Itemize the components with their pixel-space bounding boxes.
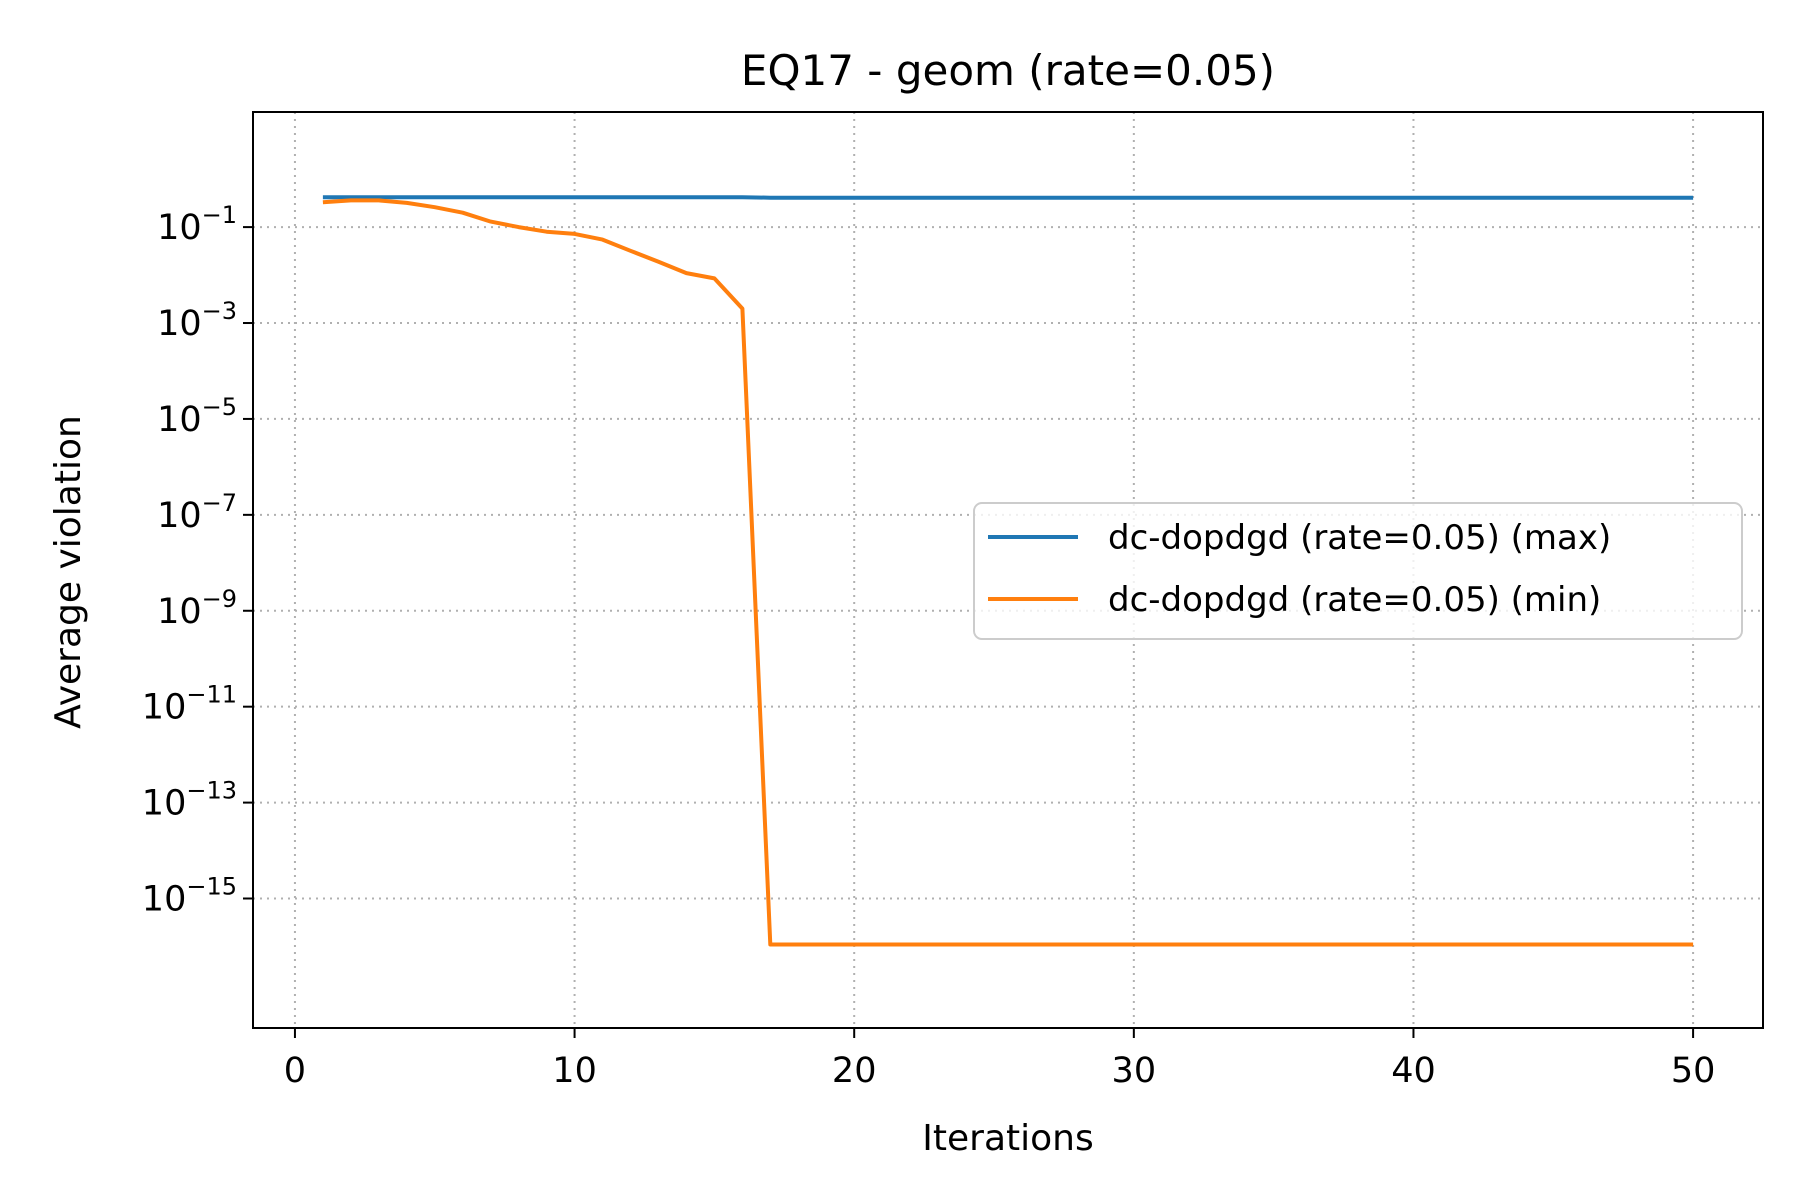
y-tick-label: 10−1 [157, 201, 237, 248]
legend-label-min: dc-dopdgd (rate=0.05) (min) [1108, 580, 1601, 620]
series-line-min [322, 198, 1694, 947]
y-tick-label: 10−9 [157, 585, 237, 632]
grid [253, 112, 1763, 1028]
y-tick-label: 10−11 [142, 681, 237, 728]
legend-box [973, 502, 1743, 640]
x-tick-label: 0 [284, 1051, 306, 1091]
plot-frame [252, 111, 1764, 1029]
x-axis: 0 10 20 30 40 50 [284, 1028, 1716, 1091]
legend-label-max: dc-dopdgd (rate=0.05) (max) [1108, 518, 1611, 558]
series-lines [322, 195, 1694, 947]
chart-title: EQ17 - geom (rate=0.05) [741, 46, 1275, 95]
x-tick-label: 30 [1112, 1051, 1157, 1091]
y-tick-label: 10−13 [142, 777, 237, 824]
y-axis: 10−1 10−3 10−5 10−7 10−9 10−11 10−13 10−15 [142, 201, 253, 920]
x-tick-label: 10 [552, 1051, 597, 1091]
x-tick-label: 40 [1391, 1051, 1436, 1091]
x-axis-label: Iterations [922, 1118, 1093, 1159]
x-tick-label: 20 [832, 1051, 877, 1091]
y-tick-label: 10−3 [157, 297, 237, 344]
y-tick-label: 10−5 [157, 393, 237, 440]
x-tick-label: 50 [1671, 1051, 1716, 1091]
legend: dc-dopdgd (rate=0.05) (max) dc-dopdgd (r… [973, 502, 1743, 640]
y-tick-label: 10−7 [157, 489, 237, 536]
y-tick-label: 10−15 [142, 873, 237, 920]
y-axis-label: Average violation [48, 415, 89, 729]
series-line-max [322, 195, 1694, 200]
